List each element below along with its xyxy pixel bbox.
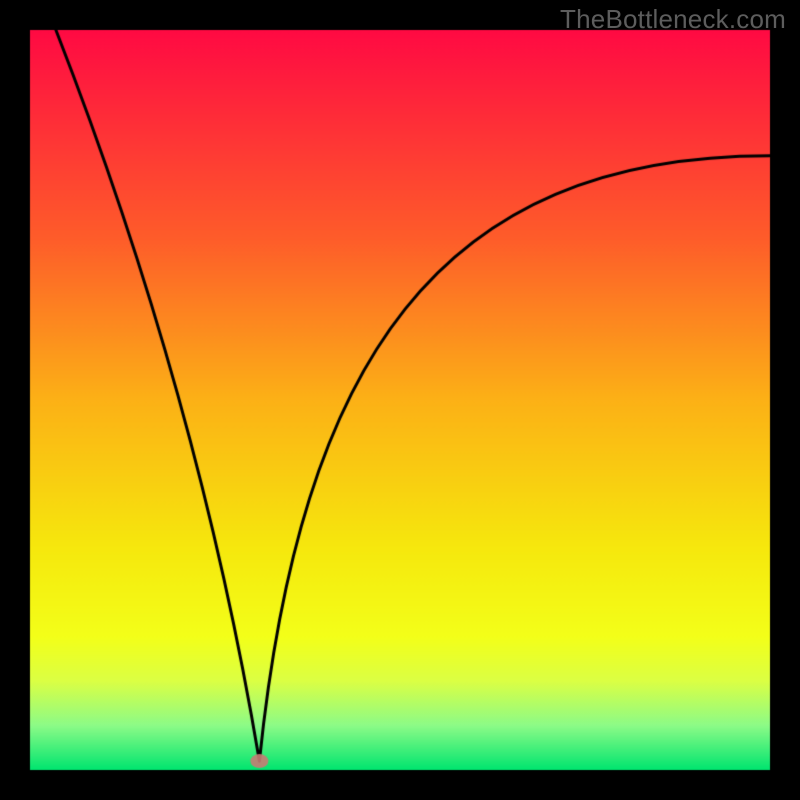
bottleneck-curve-chart [0, 0, 800, 800]
chart-stage: TheBottleneck.com [0, 0, 800, 800]
attribution-watermark: TheBottleneck.com [560, 4, 786, 35]
